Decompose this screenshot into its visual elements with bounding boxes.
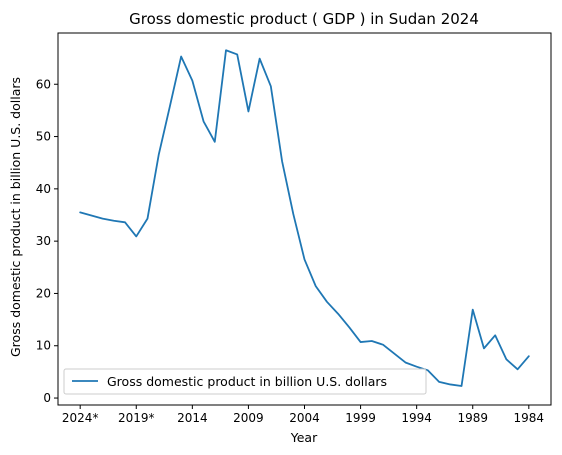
legend: Gross domestic product in billion U.S. d… [63, 368, 427, 395]
x-tick-label: 2009 [233, 411, 264, 425]
y-tick-label: 30 [36, 234, 51, 248]
plot-area: 0 10 20 30 40 50 60 2024* 2019* 2014 2009 2004 1999 1… [36, 32, 552, 425]
y-tick-label: 0 [43, 391, 51, 405]
y-tick-label: 20 [36, 286, 51, 300]
series-line [79, 49, 530, 387]
x-tick-label: 2004 [289, 411, 320, 425]
y-tick-label: 10 [36, 339, 51, 353]
y-tick-label: 50 [36, 130, 51, 144]
x-tick-label: 2024* [62, 411, 99, 425]
chart-title: Gross domestic product ( GDP ) in Sudan … [129, 10, 479, 28]
x-tick-label: 1989 [457, 411, 488, 425]
x-tick-label: 1984 [514, 411, 545, 425]
plot-frame [57, 32, 552, 406]
x-tick-label: 2019* [118, 411, 155, 425]
legend-label: Gross domestic product in billion U.S. d… [107, 374, 387, 389]
y-tick-label: 60 [36, 77, 51, 91]
x-tick-label: 1994 [401, 411, 432, 425]
legend-box [63, 368, 427, 395]
y-axis-label: Gross domestic product in billion U.S. d… [8, 77, 23, 357]
x-tick-label: 2014 [177, 411, 208, 425]
x-tick-label: 1999 [345, 411, 376, 425]
y-tick-label: 40 [36, 182, 51, 196]
x-axis-label: Year [290, 430, 318, 445]
